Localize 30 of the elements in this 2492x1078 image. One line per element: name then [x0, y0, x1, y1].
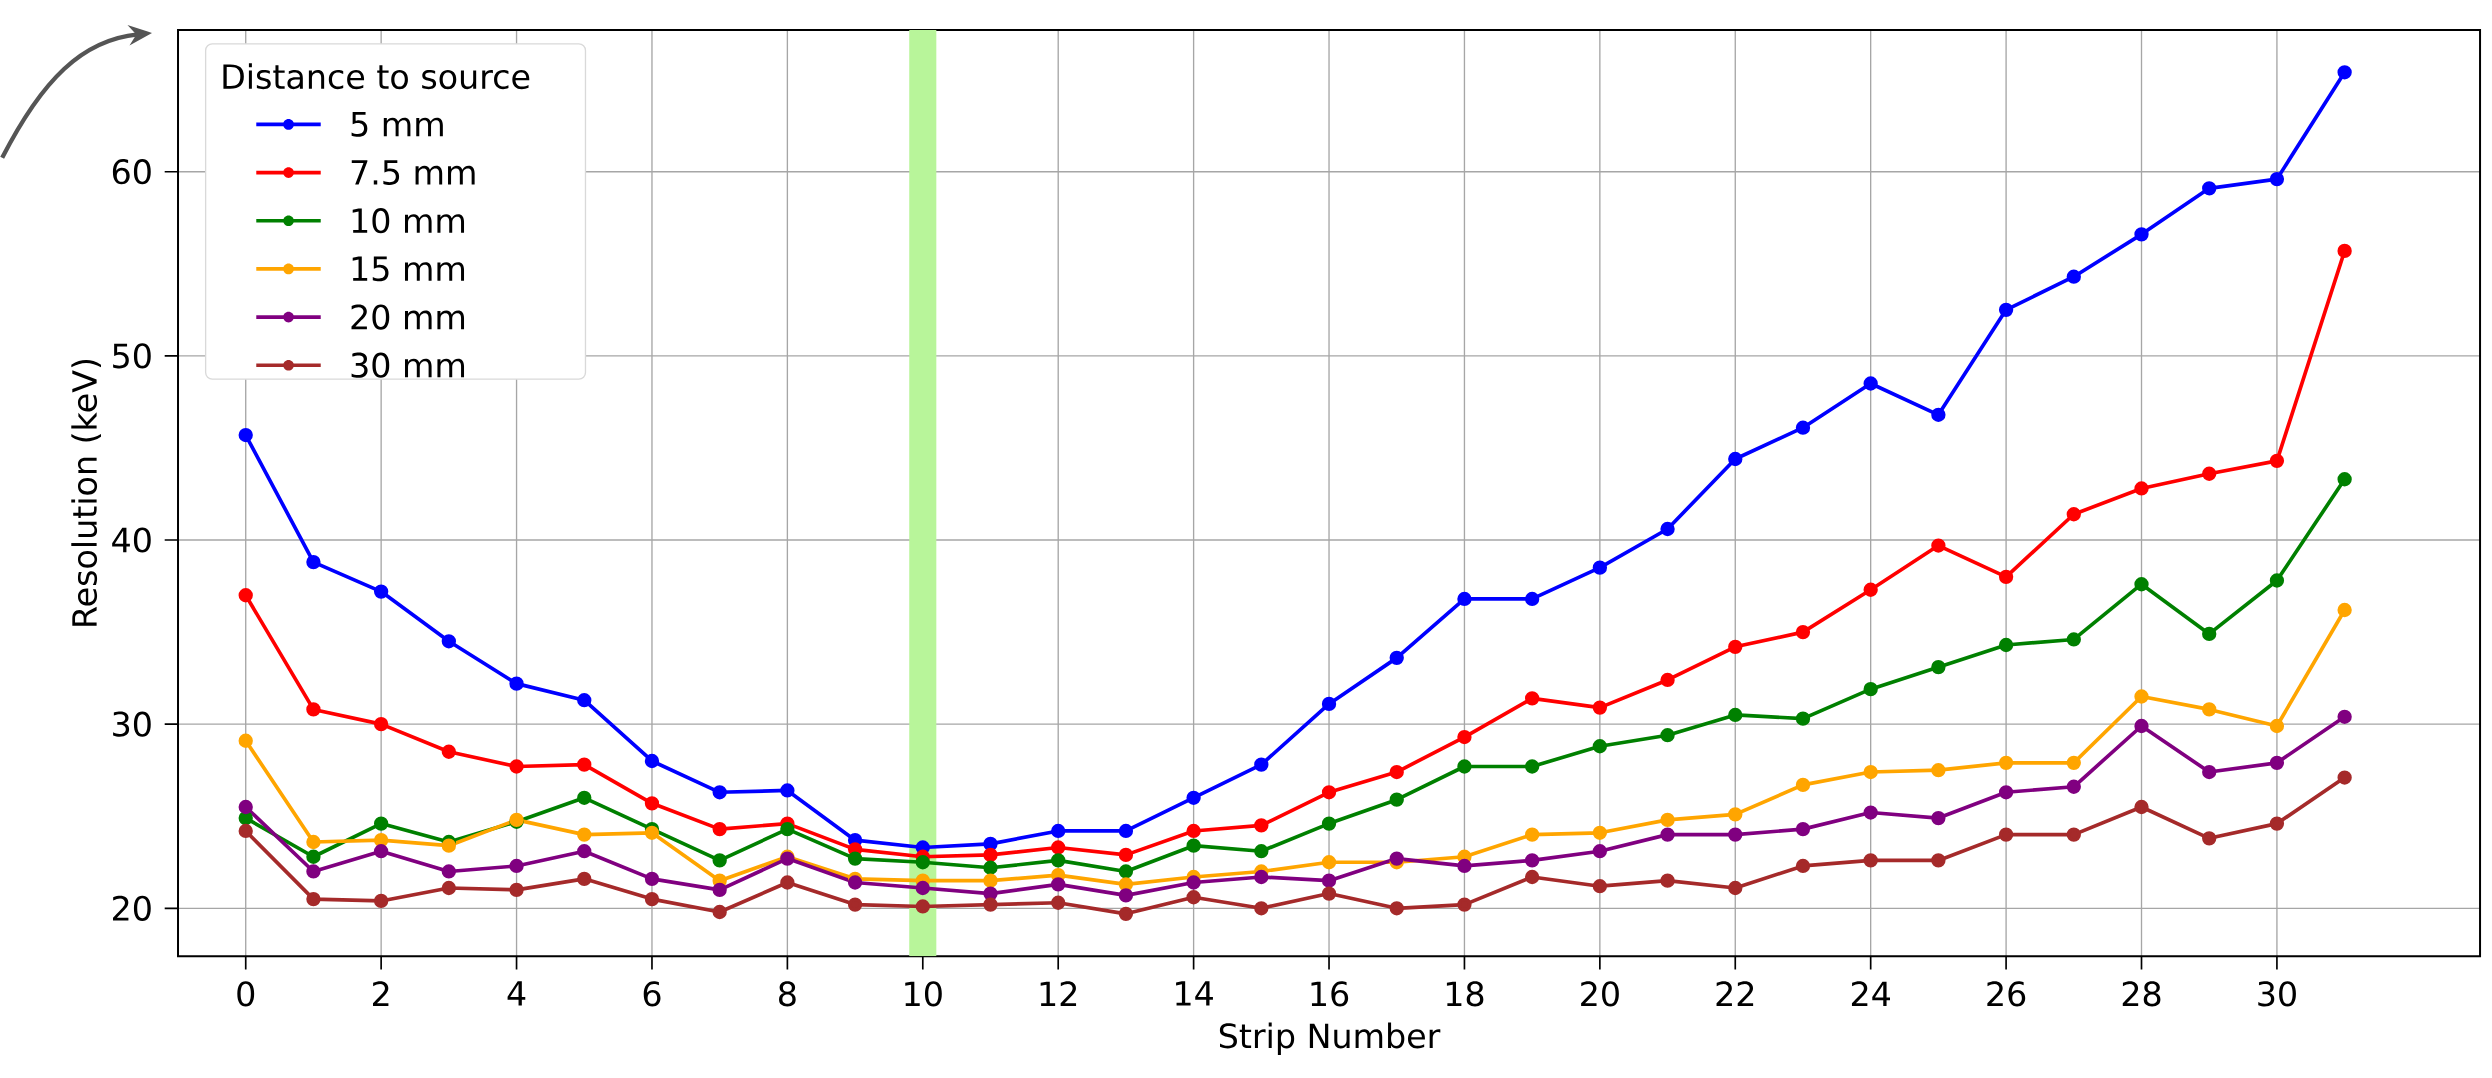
x-tick-label: 12	[1040, 981, 1077, 1006]
x-tick-label: 8	[779, 981, 796, 1007]
x-tick-label: 4	[507, 981, 526, 1006]
legend-label: 7.5 mm	[351, 160, 475, 185]
legend-label: 5 mm	[351, 112, 443, 137]
x-axis-title: Strip Number	[1219, 1022, 1441, 1055]
x-tick-label: 6	[643, 981, 661, 1007]
x-tick-label: 20	[1581, 981, 1619, 1007]
x-tick-label: 26	[1987, 981, 2026, 1007]
legend-label: 15 mm	[352, 256, 465, 282]
x-tick-label: 30	[2258, 981, 2296, 1007]
x-tick-label: 0	[237, 981, 255, 1007]
y-tick-label: 20	[113, 895, 151, 921]
y-tick-label: 40	[112, 527, 151, 553]
x-tick-label: 22	[1716, 981, 1754, 1006]
y-tick-label: 60	[112, 159, 151, 185]
legend-label: 30 mm	[351, 352, 465, 378]
x-tick-label: 28	[2122, 981, 2161, 1007]
legend-label: 10 mm	[352, 208, 465, 234]
legend-title: Distance to source	[223, 63, 530, 90]
x-tick-label: 18	[1446, 981, 1484, 1007]
x-tick-label: 14	[1176, 981, 1213, 1006]
y-axis-title: Resolution (keV)	[71, 359, 101, 626]
x-tick-label: 16	[1311, 981, 1349, 1007]
x-tick-label: 24	[1851, 981, 1890, 1006]
x-tick-label: 2	[373, 981, 389, 1006]
x-tick-label: 10	[905, 981, 942, 1007]
y-tick-label: 30	[113, 711, 151, 737]
legend-label: 20 mm	[351, 304, 465, 330]
y-tick-label: 50	[113, 343, 151, 369]
